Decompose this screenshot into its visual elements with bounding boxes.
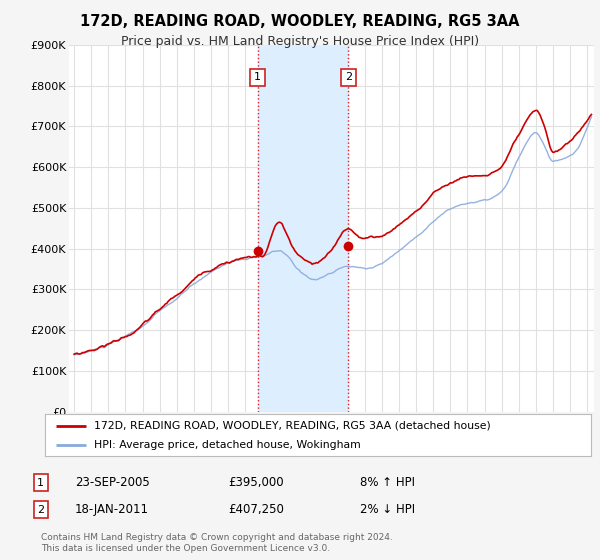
Text: 8% ↑ HPI: 8% ↑ HPI xyxy=(360,476,415,489)
Text: 2: 2 xyxy=(37,505,44,515)
Text: 23-SEP-2005: 23-SEP-2005 xyxy=(75,476,150,489)
Text: HPI: Average price, detached house, Wokingham: HPI: Average price, detached house, Woki… xyxy=(94,440,361,450)
Text: Price paid vs. HM Land Registry's House Price Index (HPI): Price paid vs. HM Land Registry's House … xyxy=(121,35,479,48)
Text: 2: 2 xyxy=(345,72,352,82)
Text: 18-JAN-2011: 18-JAN-2011 xyxy=(75,503,149,516)
Text: 1: 1 xyxy=(254,72,261,82)
Text: 172D, READING ROAD, WOODLEY, READING, RG5 3AA: 172D, READING ROAD, WOODLEY, READING, RG… xyxy=(80,14,520,29)
Text: £407,250: £407,250 xyxy=(228,503,284,516)
Text: 172D, READING ROAD, WOODLEY, READING, RG5 3AA (detached house): 172D, READING ROAD, WOODLEY, READING, RG… xyxy=(94,421,491,431)
Text: Contains HM Land Registry data © Crown copyright and database right 2024.
This d: Contains HM Land Registry data © Crown c… xyxy=(41,533,392,553)
Text: 1: 1 xyxy=(37,478,44,488)
Text: £395,000: £395,000 xyxy=(228,476,284,489)
Text: 2% ↓ HPI: 2% ↓ HPI xyxy=(360,503,415,516)
Bar xyxy=(257,45,349,412)
